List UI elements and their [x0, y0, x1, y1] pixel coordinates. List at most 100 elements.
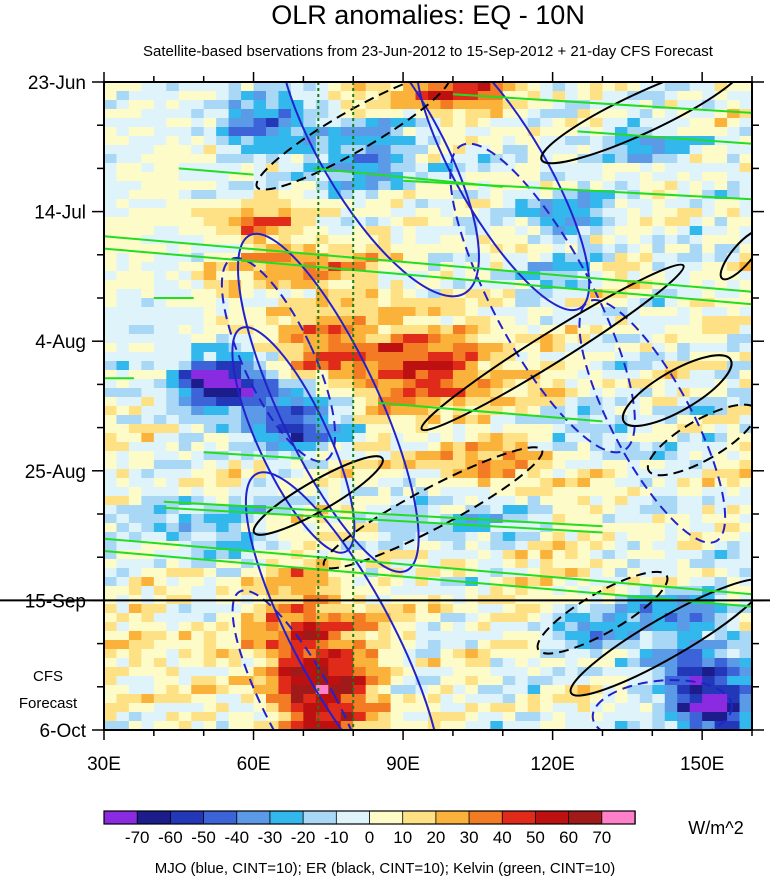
heatmap-cell — [378, 667, 392, 677]
heatmap-cell — [727, 532, 741, 542]
heatmap-cell — [365, 442, 379, 452]
heatmap-cell — [502, 325, 516, 335]
heatmap-cell — [677, 352, 691, 362]
heatmap-cell — [552, 469, 566, 479]
heatmap-cell — [378, 154, 392, 164]
heatmap-cell — [141, 280, 155, 290]
heatmap-cell — [241, 460, 255, 470]
heatmap-cell — [565, 289, 579, 299]
heatmap-cell — [577, 514, 591, 524]
heatmap-cell — [228, 613, 242, 623]
heatmap-cell — [689, 577, 703, 587]
heatmap-cell — [216, 649, 230, 659]
heatmap-cell — [191, 379, 205, 389]
heatmap-cell — [664, 379, 678, 389]
heatmap-cell — [178, 487, 192, 497]
heatmap-cell — [727, 469, 741, 479]
heatmap-cell — [614, 685, 628, 695]
heatmap-cell — [266, 82, 280, 92]
heatmap-cell — [652, 307, 666, 317]
heatmap-cell — [515, 577, 529, 587]
heatmap-cell — [540, 280, 554, 290]
heatmap-cell — [104, 181, 118, 191]
heatmap-cell — [178, 415, 192, 425]
heatmap-cell — [216, 505, 230, 515]
heatmap-cell — [353, 199, 367, 209]
heatmap-cell — [141, 361, 155, 371]
heatmap-cell — [540, 136, 554, 146]
heatmap-cell — [191, 235, 205, 245]
heatmap-cell — [266, 541, 280, 551]
heatmap-cell — [652, 361, 666, 371]
heatmap-cell — [727, 289, 741, 299]
heatmap-cell — [415, 316, 429, 326]
heatmap-cell — [390, 478, 404, 488]
heatmap-cell — [141, 442, 155, 452]
heatmap-cell — [677, 91, 691, 101]
heatmap-cell — [565, 172, 579, 182]
heatmap-cell — [590, 640, 604, 650]
colorbar-frame — [103, 810, 636, 825]
heatmap-cell — [203, 289, 217, 299]
heatmap-cell — [278, 199, 292, 209]
heatmap-cell — [290, 586, 304, 596]
heatmap-cell — [652, 118, 666, 128]
heatmap-cell — [677, 523, 691, 533]
heatmap-cell — [614, 154, 628, 164]
heatmap-cell — [714, 253, 728, 263]
heatmap-cell — [266, 163, 280, 173]
heatmap-cell — [378, 298, 392, 308]
heatmap-cell — [415, 568, 429, 578]
heatmap-cell — [104, 721, 118, 730]
heatmap-cell — [739, 109, 752, 119]
heatmap-cell — [702, 532, 716, 542]
heatmap-cell — [340, 271, 354, 281]
heatmap-cell — [602, 505, 616, 515]
heatmap-cell — [689, 550, 703, 560]
heatmap-cell — [178, 577, 192, 587]
heatmap-cell — [677, 298, 691, 308]
heatmap-cell — [365, 676, 379, 686]
heatmap-cell — [727, 208, 741, 218]
heatmap-cell — [153, 676, 167, 686]
heatmap-cell — [166, 262, 180, 272]
heatmap-cell — [104, 541, 118, 551]
heatmap-cell — [552, 361, 566, 371]
heatmap-cell — [340, 586, 354, 596]
heatmap-cell — [440, 199, 454, 209]
heatmap-cell — [403, 415, 417, 425]
heatmap-cell — [266, 370, 280, 380]
heatmap-cell — [228, 163, 242, 173]
heatmap-cell — [440, 685, 454, 695]
heatmap-cell — [178, 145, 192, 155]
heatmap-cell — [590, 712, 604, 722]
heatmap-cell — [440, 244, 454, 254]
heatmap-cell — [403, 145, 417, 155]
heatmap-cell — [141, 253, 155, 263]
heatmap-cell — [278, 325, 292, 335]
heatmap-cell — [290, 226, 304, 236]
heatmap-cell — [266, 532, 280, 542]
heatmap-cell — [403, 118, 417, 128]
heatmap-cell — [677, 172, 691, 182]
heatmap-cell — [216, 406, 230, 416]
heatmap-cell — [203, 649, 217, 659]
heatmap-cell — [303, 568, 317, 578]
heatmap-cell — [602, 82, 616, 92]
heatmap-cell — [315, 550, 329, 560]
heatmap-cell — [477, 163, 491, 173]
heatmap-cell — [216, 235, 230, 245]
colorbar-swatch — [435, 810, 470, 825]
heatmap-cell — [490, 271, 504, 281]
heatmap-cell — [465, 451, 479, 461]
heatmap-cell — [515, 145, 529, 155]
heatmap-cell — [166, 163, 180, 173]
heatmap-cell — [515, 721, 529, 730]
heatmap-cell — [714, 640, 728, 650]
heatmap-cell — [527, 289, 541, 299]
heatmap-cell — [315, 559, 329, 569]
heatmap-cell — [216, 442, 230, 452]
heatmap-cell — [116, 577, 130, 587]
heatmap-cell — [702, 190, 716, 200]
heatmap-cell — [739, 577, 752, 587]
